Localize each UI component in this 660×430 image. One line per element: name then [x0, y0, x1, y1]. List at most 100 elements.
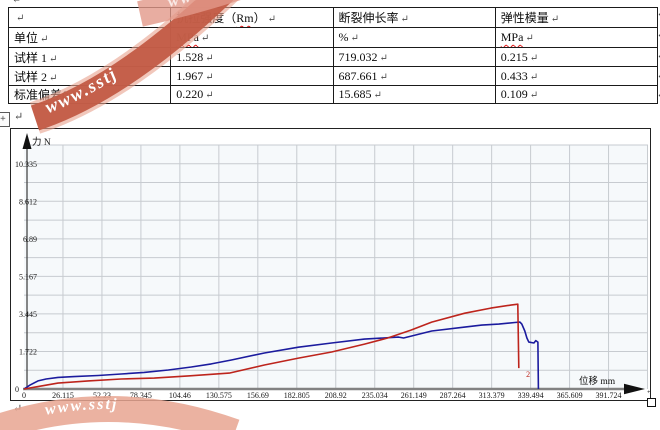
paragraph-mark: ↵: [373, 90, 382, 101]
cell-text: 试样 2: [14, 69, 48, 84]
row-end-mark: ↵: [657, 71, 660, 82]
cell-text: 719.032: [338, 49, 378, 64]
y-axis-arrow-icon: [22, 133, 32, 149]
paragraph-mark: ↵: [49, 53, 58, 65]
table-cell[interactable]: 抗拉强度（Rm） ↵: [170, 7, 334, 28]
paragraph-mark: ↵: [205, 71, 214, 83]
table-cell[interactable]: 断裂伸长率 ↵: [332, 7, 496, 28]
y-tick-label: 10.335: [15, 160, 37, 169]
table-cell[interactable]: 标准偏差(n) ↵: [7, 85, 172, 104]
table-row: 试样 1 ↵ 1.528 ↵ 719.032 ↵ 0.215 ↵: [7, 47, 659, 67]
table-cell[interactable]: MPa ↵: [494, 27, 659, 48]
y-tick-label: 1.722: [19, 347, 37, 356]
paragraph-mark: ↵: [400, 14, 409, 25]
paragraph-mark: ↵: [379, 52, 388, 64]
x-tick-label: 365.609: [557, 391, 583, 400]
x-axis-title: 位移 mm: [579, 375, 616, 387]
results-table: ↵ 抗拉强度（Rm） ↵ 断裂伸长率 ↵ 弹性模量 ↵ 单位 ↵ MPa ↵% ↵ MPa ↵ 试样 1 ↵ 1…: [7, 7, 659, 104]
paragraph-mark: ↵: [49, 72, 58, 84]
table-cell[interactable]: 15.685 ↵: [332, 85, 496, 104]
x-tick-label: 52.23: [93, 391, 111, 400]
force-displacement-chart: ↵ 0 1.722 3.445 5.167 6.89 8.612 10.335 0 26.115…: [15, 133, 650, 400]
cell-text: 断裂伸长率: [338, 11, 399, 25]
paragraph-mark: ↵: [529, 71, 539, 83]
x-tick-label: 287.264: [440, 391, 466, 400]
spellcheck-underline: Rm: [236, 11, 254, 25]
x-tick-label: 391.724: [596, 391, 622, 400]
x-tick-label: 208.92: [325, 391, 347, 400]
paragraph-mark: ↵: [16, 13, 25, 24]
object-anchor-icon: [0, 112, 10, 127]
table-cell[interactable]: 0.433 ↵: [494, 66, 659, 86]
cell-text: 标准偏差(n): [14, 88, 76, 102]
table-cell[interactable]: 1.528 ↵: [170, 47, 334, 67]
table-row: 试样 2 ↵ 1.967 ↵ 687.661 ↵ 0.433 ↵: [7, 66, 659, 86]
y-tick-label: 8.612: [19, 197, 37, 206]
gridlines: [24, 144, 649, 389]
table-cell[interactable]: 0.109 ↵: [494, 85, 659, 104]
x-tick-label: 261.149: [401, 391, 427, 400]
cell-text: 1.967: [176, 68, 204, 83]
table-cell[interactable]: % ↵: [332, 27, 496, 48]
curve-number-label: 2: [526, 370, 530, 379]
cell-text: 抗拉强度（Rm）: [176, 11, 266, 25]
row-end-mark: ↵: [657, 90, 660, 101]
row-end-mark: ↵: [657, 51, 660, 62]
table-cell[interactable]: ↵: [7, 7, 172, 28]
x-tick-label: 78.345: [130, 391, 152, 400]
y-tick-label: 5.167: [19, 272, 37, 281]
y-tick-label: 6.89: [23, 235, 37, 244]
cell-text: 试样 1: [14, 50, 48, 65]
table-cell[interactable]: 687.661 ↵: [332, 66, 496, 86]
spellcheck-underline: MPa: [500, 30, 524, 44]
x-tick-label: 130.575: [206, 391, 232, 400]
paragraph-mark: ↵: [529, 90, 539, 101]
row-end-mark: ↵: [657, 30, 660, 41]
x-tick-label: 26.115: [52, 391, 74, 400]
paragraph-mark: ↵: [205, 52, 214, 64]
curve-specimen-2: [23, 303, 520, 390]
cell-text: 687.661: [338, 68, 378, 83]
cell-text: 单位: [14, 31, 39, 45]
paragraph-mark: ↵: [646, 386, 650, 396]
spellcheck-underline: MPa: [176, 30, 199, 44]
cell-text: 1.528: [176, 49, 204, 64]
table-cell[interactable]: 试样 2 ↵: [7, 66, 172, 86]
table-cell[interactable]: 1.967 ↵: [170, 66, 334, 86]
table-cell[interactable]: 弹性模量 ↵: [494, 7, 659, 28]
table-cell[interactable]: 719.032 ↵: [332, 47, 496, 67]
table-cell[interactable]: 0.220 ↵: [170, 85, 334, 104]
x-tick-label: 235.034: [362, 391, 388, 400]
x-tick-label: 156.69: [247, 391, 269, 400]
cell-text: MPa: [176, 30, 199, 44]
cell-text: 弹性模量: [500, 11, 549, 25]
paragraph-mark: ↵: [14, 111, 24, 123]
paragraph-mark: ↵: [200, 33, 210, 44]
paragraph-mark: ↵: [550, 14, 560, 25]
paragraph-mark: ↵: [525, 33, 534, 44]
resize-handle[interactable]: [647, 398, 656, 407]
x-axis-arrow-icon: [624, 383, 645, 395]
table-cell[interactable]: 单位 ↵: [7, 27, 172, 48]
paragraph-mark: ↵: [12, 0, 22, 6]
chart-object-frame[interactable]: ↵ 0 1.722 3.445 5.167 6.89 8.612 10.335 0 26.115…: [10, 128, 651, 401]
paragraph-mark: ↵: [205, 90, 214, 101]
paragraph-mark: ↵: [350, 33, 359, 44]
paragraph-mark: ↵: [40, 34, 49, 45]
row-end-mark: ↵: [657, 9, 660, 20]
cell-text: 0.220: [176, 87, 204, 101]
x-tick-label: 0: [22, 391, 26, 400]
paragraph-mark: ↵: [529, 52, 539, 64]
axes: ↵: [22, 133, 650, 396]
paragraph-mark: ↵: [379, 71, 388, 83]
cell-text: 0.433: [500, 68, 528, 83]
y-tick-label: 3.445: [19, 310, 37, 319]
y-axis-title: 力 N: [32, 136, 51, 148]
cell-text: 15.685: [338, 87, 372, 101]
x-tick-label: 182.805: [284, 391, 310, 400]
table-cell[interactable]: 0.215 ↵: [494, 47, 659, 67]
table-cell[interactable]: MPa ↵: [170, 27, 334, 48]
table-cell[interactable]: 试样 1 ↵: [7, 47, 172, 67]
paragraph-mark: ↵: [267, 14, 277, 25]
cell-text: %: [338, 30, 349, 44]
